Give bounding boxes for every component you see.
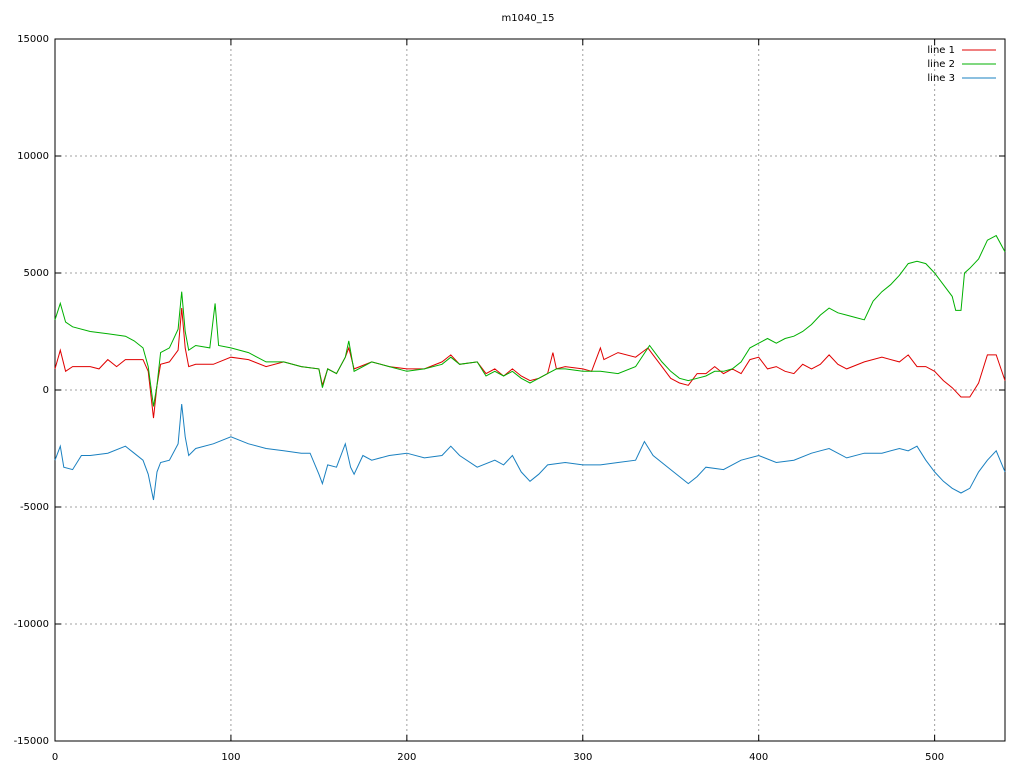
x-tick-label: 300 [573, 752, 592, 763]
chart-title: m1040_15 [502, 13, 555, 24]
plot-border [54, 38, 1006, 742]
y-tick-label: 15000 [17, 34, 49, 45]
line-series [54, 308, 1006, 419]
legend-label: line 3 [927, 73, 955, 84]
y-tick-label: 0 [43, 385, 49, 396]
legend-label: line 1 [927, 45, 955, 56]
legend-label: line 2 [927, 59, 955, 70]
y-tick-label: 10000 [17, 151, 49, 162]
y-tick-label: -5000 [20, 502, 49, 513]
y-tick-label: -10000 [14, 619, 49, 630]
x-tick-label: 0 [52, 752, 58, 763]
x-tick-label: 200 [397, 752, 416, 763]
y-tick-label: -15000 [14, 736, 49, 747]
y-tick-label: 5000 [24, 268, 49, 279]
x-tick-label: 100 [221, 752, 240, 763]
line-series [54, 234, 1006, 407]
x-tick-label: 500 [925, 752, 944, 763]
line-series [54, 403, 1006, 501]
x-tick-label: 400 [749, 752, 768, 763]
